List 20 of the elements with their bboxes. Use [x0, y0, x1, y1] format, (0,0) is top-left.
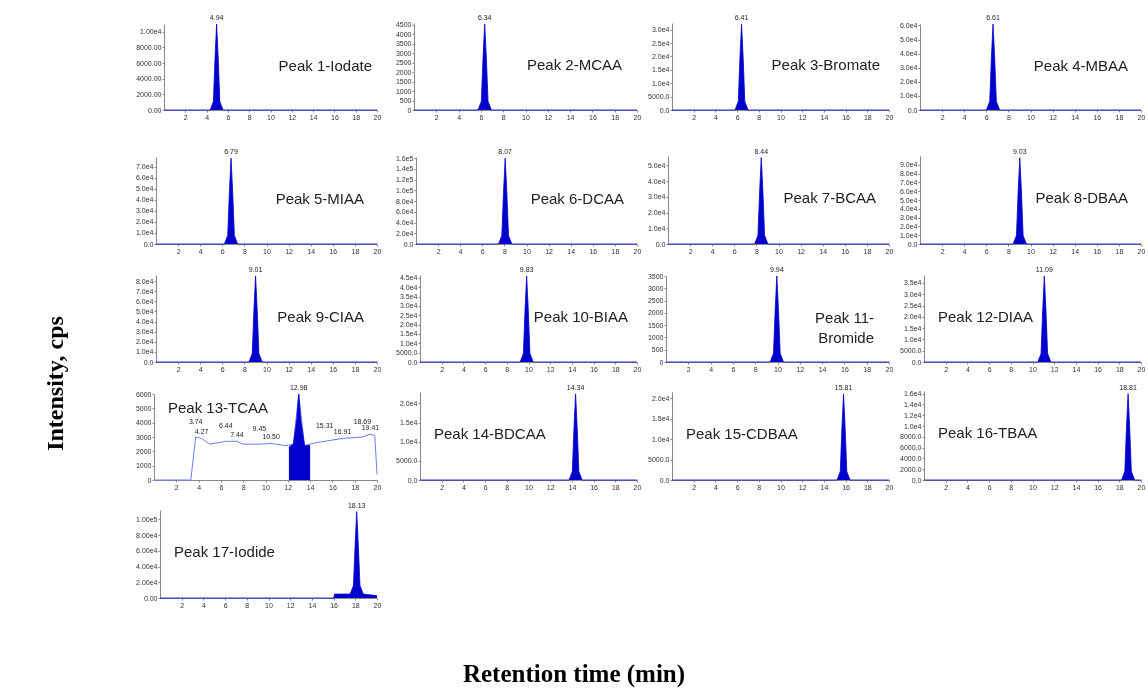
text: Peak 8-DBAA — [1035, 189, 1128, 206]
line-series — [153, 393, 378, 481]
text: Peak 10-BIAA — [533, 308, 628, 325]
text: Peak 4-MBAA — [1033, 57, 1128, 74]
chart-title: Peak 13-TCAA — [168, 399, 269, 416]
text: Peak 17-Iodide — [174, 543, 275, 560]
text: Peak 9-CIAA — [277, 308, 364, 325]
text: Peak 16-TBAA — [938, 424, 1038, 441]
y-axis-title: Intensity, cps — [41, 315, 69, 453]
text: Peak 5-MIAA — [275, 190, 364, 207]
x-axis-title: Retention time (min) — [461, 660, 687, 688]
text: Peak 2-MCAA — [526, 56, 622, 73]
text: Peak 3-Bromate — [771, 56, 880, 73]
text: Peak 12-DIAA — [938, 308, 1034, 325]
text: Peak 15-CDBAA — [686, 425, 798, 442]
text: Peak 7-BCAA — [783, 189, 876, 206]
text: Peak 6-DCAA — [530, 190, 624, 207]
text: Peak 1-Iodate — [278, 57, 372, 74]
text: Peak 11-Bromide — [815, 309, 874, 346]
text: Peak 14-BDCAA — [434, 425, 546, 442]
